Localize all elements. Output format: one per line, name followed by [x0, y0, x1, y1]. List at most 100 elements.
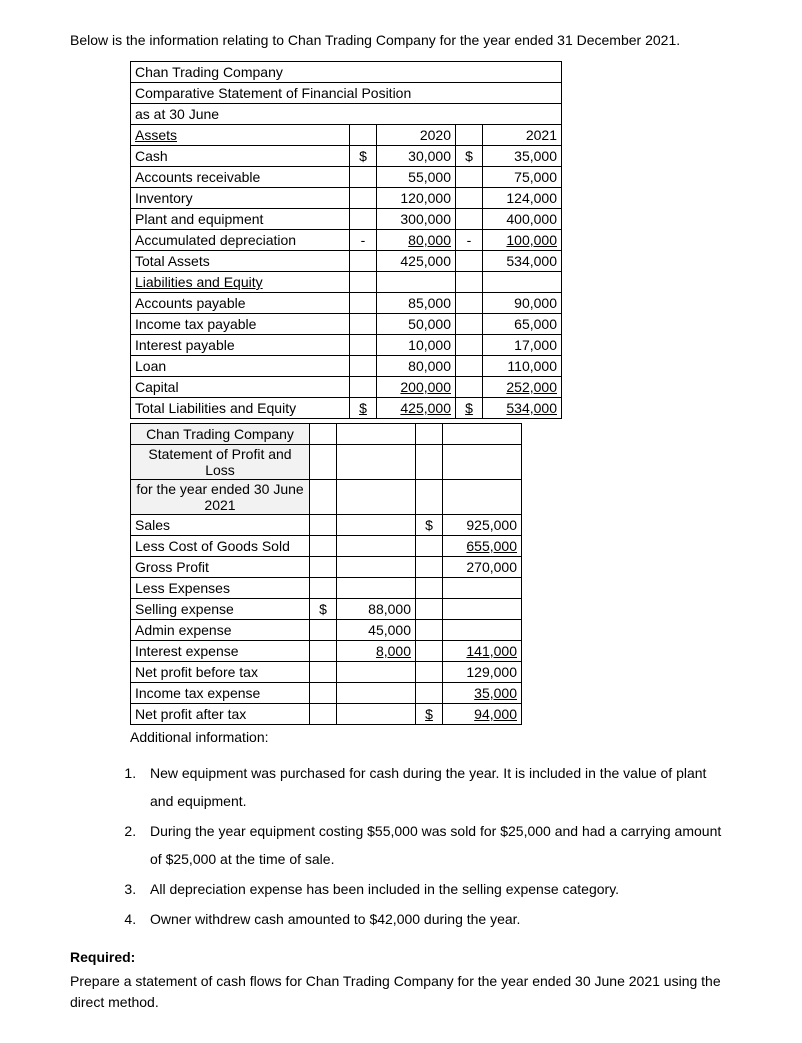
currency-symbol: $: [416, 515, 443, 536]
currency-symbol: $: [456, 398, 483, 419]
pl-row-label: Income tax expense: [131, 683, 310, 704]
note-item: During the year equipment costing $55,00…: [140, 817, 732, 873]
value-2021: 252,000: [483, 377, 562, 398]
currency-symbol: [456, 188, 483, 209]
value-2020: 55,000: [377, 167, 456, 188]
value-2020: 425,000: [377, 251, 456, 272]
value-2021: 35,000: [483, 146, 562, 167]
note-item: Owner withdrew cash amounted to $42,000 …: [140, 905, 732, 933]
value-2020: 120,000: [377, 188, 456, 209]
currency-symbol: [310, 620, 337, 641]
pl-row-label: Less Cost of Goods Sold: [131, 536, 310, 557]
currency-symbol: [350, 356, 377, 377]
row-label: Income tax payable: [131, 314, 350, 335]
value-2020: 425,000: [377, 398, 456, 419]
currency-symbol: [416, 641, 443, 662]
note-item: New equipment was purchased for cash dur…: [140, 759, 732, 815]
value-2021: 400,000: [483, 209, 562, 230]
pl-value-col1: [337, 662, 416, 683]
row-label: Accumulated depreciation: [131, 230, 350, 251]
value-2020: 80,000: [377, 230, 456, 251]
value-2020: 200,000: [377, 377, 456, 398]
currency-symbol: [350, 167, 377, 188]
value-2020: 10,000: [377, 335, 456, 356]
row-label: Interest payable: [131, 335, 350, 356]
currency-symbol: [416, 599, 443, 620]
required-body: Prepare a statement of cash flows for Ch…: [70, 971, 732, 1013]
intro-text: Below is the information relating to Cha…: [70, 30, 732, 51]
row-label: Loan: [131, 356, 350, 377]
row-label: Total Assets: [131, 251, 350, 272]
currency-symbol: [310, 515, 337, 536]
pl-value-col2: 141,000: [443, 641, 522, 662]
pl-h2: Statement of Profit and Loss: [131, 445, 310, 480]
value-2021: 17,000: [483, 335, 562, 356]
sfp-table: Chan Trading Company Comparative Stateme…: [130, 61, 562, 419]
currency-symbol: [310, 578, 337, 599]
value-2021: 534,000: [483, 251, 562, 272]
currency-symbol: [310, 704, 337, 725]
currency-symbol: [456, 314, 483, 335]
currency-symbol: [350, 377, 377, 398]
value-2021: 90,000: [483, 293, 562, 314]
required-heading: Required:: [70, 949, 732, 965]
currency-symbol: [310, 662, 337, 683]
value-2020: 85,000: [377, 293, 456, 314]
currency-symbol: [350, 314, 377, 335]
row-label: Total Liabilities and Equity: [131, 398, 350, 419]
pl-value-col2: [443, 599, 522, 620]
pl-value-col2: [443, 620, 522, 641]
currency-symbol: [456, 251, 483, 272]
currency-symbol: [350, 293, 377, 314]
currency-symbol: [416, 557, 443, 578]
row-label: Cash: [131, 146, 350, 167]
row-label: Inventory: [131, 188, 350, 209]
currency-symbol: [350, 209, 377, 230]
currency-symbol: [456, 377, 483, 398]
pl-value-col1: [337, 683, 416, 704]
currency-symbol: [416, 620, 443, 641]
value-2020: 80,000: [377, 356, 456, 377]
row-label: Accounts payable: [131, 293, 350, 314]
currency-symbol: [350, 251, 377, 272]
pl-row-label: Net profit before tax: [131, 662, 310, 683]
currency-symbol: [350, 188, 377, 209]
currency-symbol: $: [350, 146, 377, 167]
currency-symbol: [416, 662, 443, 683]
currency-symbol: -: [456, 230, 483, 251]
currency-symbol: [456, 335, 483, 356]
pl-value-col2: 94,000: [443, 704, 522, 725]
currency-symbol: $: [416, 704, 443, 725]
currency-symbol: [310, 536, 337, 557]
currency-symbol: $: [456, 146, 483, 167]
year-2021: 2021: [483, 125, 562, 146]
currency-symbol: [456, 356, 483, 377]
currency-symbol: [456, 293, 483, 314]
liab-header: Liabilities and Equity: [131, 272, 350, 293]
sfp-title1: Chan Trading Company: [131, 62, 562, 83]
pl-value-col2: 925,000: [443, 515, 522, 536]
pl-row-label: Sales: [131, 515, 310, 536]
value-2020: 50,000: [377, 314, 456, 335]
pl-row-label: Less Expenses: [131, 578, 310, 599]
value-2021: 110,000: [483, 356, 562, 377]
additional-info-label: Additional information:: [130, 729, 732, 745]
pl-value-col2: 655,000: [443, 536, 522, 557]
row-label: Capital: [131, 377, 350, 398]
currency-symbol: $: [350, 398, 377, 419]
pl-row-label: Gross Profit: [131, 557, 310, 578]
currency-symbol: [416, 683, 443, 704]
pl-row-label: Net profit after tax: [131, 704, 310, 725]
currency-symbol: [310, 683, 337, 704]
pl-row-label: Interest expense: [131, 641, 310, 662]
row-label: Plant and equipment: [131, 209, 350, 230]
note-item: All depreciation expense has been includ…: [140, 875, 732, 903]
value-2020: 30,000: [377, 146, 456, 167]
pl-value-col1: [337, 557, 416, 578]
currency-symbol: -: [350, 230, 377, 251]
pl-value-col1: 88,000: [337, 599, 416, 620]
currency-symbol: [350, 335, 377, 356]
value-2021: 100,000: [483, 230, 562, 251]
pl-value-col1: [337, 536, 416, 557]
assets-header: Assets: [131, 125, 350, 146]
